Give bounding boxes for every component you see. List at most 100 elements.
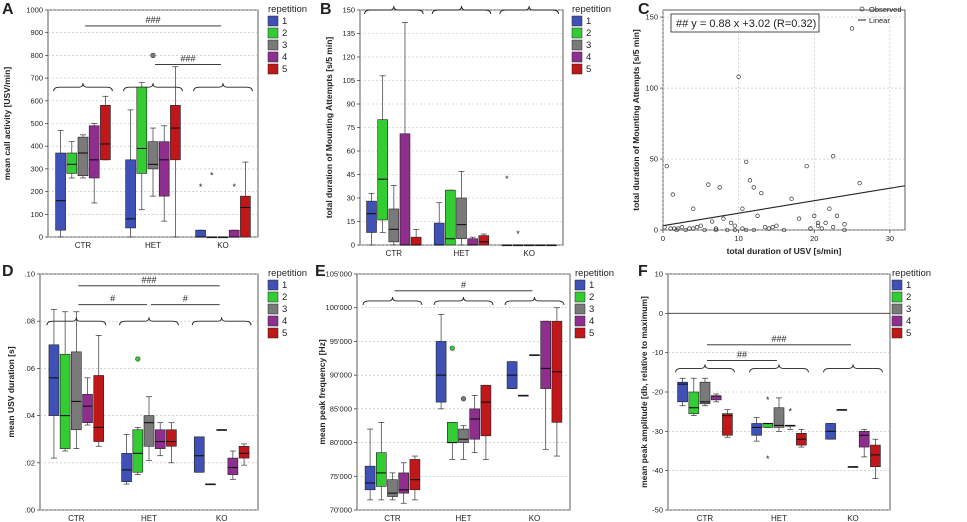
box	[478, 235, 490, 246]
legend-swatch	[891, 327, 903, 339]
data-point	[706, 182, 711, 187]
box	[388, 208, 400, 243]
legend-label: 1	[282, 280, 287, 291]
legend-swatch	[574, 279, 586, 291]
box-rep2-ko: *	[512, 229, 524, 247]
significance-label: #	[183, 294, 188, 304]
data-point	[732, 227, 737, 233]
significance-label: ###	[145, 15, 160, 25]
box-rep2-het: **	[762, 395, 774, 464]
group-brace	[433, 296, 494, 306]
y-tick-label: 90	[347, 100, 355, 109]
data-point	[751, 227, 756, 233]
box	[773, 407, 785, 428]
box	[398, 472, 410, 494]
data-point	[698, 223, 703, 228]
box	[238, 445, 250, 459]
significance-label: ###	[141, 275, 156, 285]
y-tick-label: 135	[342, 29, 355, 38]
legend-label: 3	[282, 40, 287, 51]
box	[77, 136, 89, 177]
box-rep2-ctr	[66, 141, 78, 179]
box	[364, 465, 376, 491]
legend-swatch	[574, 327, 586, 339]
legend-label: 5	[589, 328, 594, 339]
box	[82, 394, 93, 423]
plot-frame	[662, 9, 906, 231]
data-point	[770, 225, 775, 230]
box-rep1-ctr	[364, 428, 376, 501]
box-rep3-ko	[523, 244, 535, 247]
legend-swatch	[267, 63, 279, 75]
box	[366, 200, 377, 233]
outlier-star: *	[505, 174, 509, 184]
category-label: HET	[456, 514, 472, 522]
data-point	[834, 213, 840, 218]
box-rep3-ctr	[77, 134, 89, 179]
data-point	[725, 227, 730, 233]
legend-swatch	[267, 279, 279, 291]
category-label: HET	[771, 514, 787, 522]
box-rep5-ctr	[410, 228, 422, 246]
group-brace	[364, 5, 424, 15]
box-rep3-het	[456, 171, 467, 246]
legend-label: 4	[282, 52, 287, 63]
legend-label: 2	[906, 292, 911, 303]
category-label: CTR	[384, 514, 401, 522]
y-tick-label: -10	[652, 348, 663, 357]
box	[147, 141, 159, 170]
box-rep1-het	[125, 109, 136, 238]
panel-letter: F	[638, 263, 648, 280]
data-point	[710, 219, 715, 224]
box-rep4-ko: *	[228, 182, 240, 238]
group-brace	[431, 5, 492, 15]
legend-label: 5	[282, 64, 287, 75]
y-tick-label: 800	[30, 51, 43, 60]
box-rep4-ko	[535, 244, 546, 247]
significance-label: #	[461, 280, 466, 290]
outlier-star: *	[232, 182, 236, 192]
box	[228, 229, 240, 238]
panel-f: F -50 -40 -30 -20 -10 0 10 mean peak amplitude […	[638, 263, 931, 522]
significance-label: ###	[771, 334, 786, 344]
box	[166, 429, 177, 447]
group-brace	[675, 364, 735, 373]
box-rep1-ctr	[677, 377, 688, 407]
box-rep3-het	[458, 396, 469, 460]
outlier-point	[135, 356, 141, 362]
box-rep5-het	[478, 233, 490, 246]
group-brace	[53, 83, 113, 92]
outlier-point	[150, 52, 156, 59]
box	[100, 105, 111, 161]
box	[55, 152, 66, 231]
y-tick-label: 10	[655, 270, 663, 279]
category-label: CTR	[386, 249, 403, 258]
x-tick-label: 0	[661, 234, 665, 243]
legend-label: 4	[906, 316, 911, 327]
data-point	[842, 222, 847, 227]
legend-swatch	[571, 39, 583, 51]
significance-label: ##	[737, 350, 747, 360]
data-point	[679, 225, 685, 230]
box	[136, 86, 148, 174]
legend-title: repetition	[892, 268, 931, 279]
box-rep2-ko	[517, 394, 529, 397]
data-point	[842, 227, 847, 233]
box	[170, 105, 181, 161]
annotation-box	[670, 13, 820, 33]
box-rep3-het	[147, 52, 159, 197]
box-rep1-ctr	[55, 129, 66, 238]
group-brace	[823, 364, 883, 373]
x-tick-label: 30	[886, 234, 894, 243]
data-point	[831, 154, 836, 159]
panel-letter: E	[315, 263, 326, 280]
box	[858, 431, 870, 448]
y-tick-label: 150	[645, 13, 658, 22]
box	[132, 429, 144, 473]
data-point	[664, 163, 669, 169]
legend-label: 1	[589, 280, 594, 291]
box-rep3-ctr	[71, 311, 82, 449]
box-rep2-het	[136, 82, 148, 211]
